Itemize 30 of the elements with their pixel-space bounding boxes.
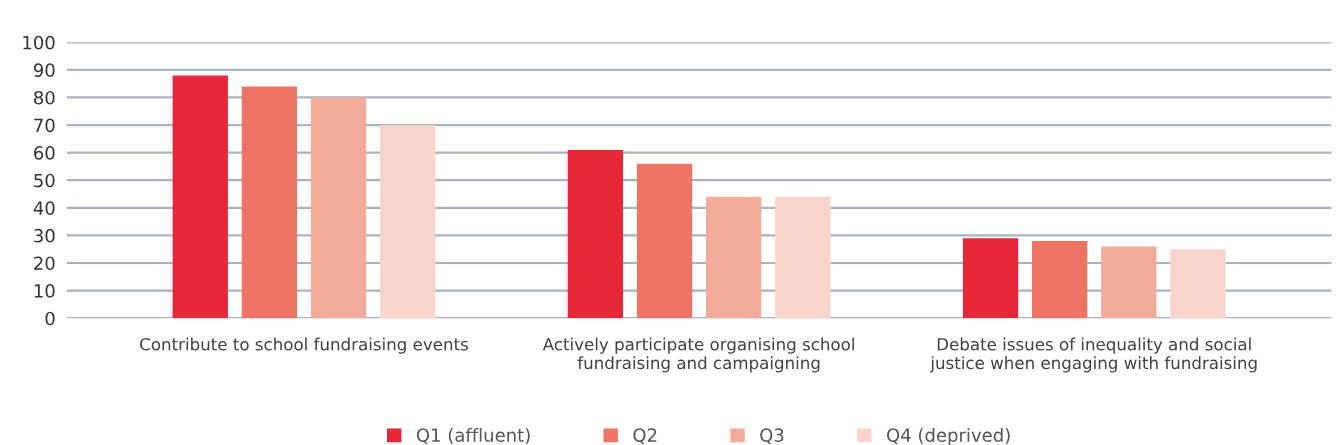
legend-label: Q3 [760, 428, 784, 444]
legend-label: Q2 [633, 428, 657, 444]
x-tick-label: Actively participate organising school fundraising and campaigning [542, 337, 854, 373]
y-tick-label: 40 [33, 201, 55, 215]
bar [172, 75, 228, 319]
bar [706, 196, 762, 319]
legend-label: Q1 (affluent) [416, 427, 530, 445]
bar [1032, 240, 1088, 319]
bar [1101, 246, 1157, 319]
bar [310, 97, 367, 319]
x-tick-label: Debate issues of inequality and social justice when engaging with fundraising [930, 337, 1257, 373]
y-tick-label: 20 [34, 256, 55, 271]
bar [636, 163, 693, 319]
bar [775, 196, 831, 319]
bar [1170, 249, 1226, 319]
bar [962, 238, 1019, 319]
bar [241, 86, 298, 319]
y-tick-label: 70 [34, 118, 55, 133]
y-tick-label: 10 [34, 284, 55, 298]
x-tick-label: Contribute to school fundraising events [140, 337, 468, 354]
bar [380, 125, 436, 319]
y-tick-label: 50 [34, 173, 55, 188]
y-tick-label: 0 [45, 311, 55, 326]
y-tick-label: 30 [34, 228, 55, 243]
y-tick-label: 90 [33, 63, 55, 77]
y-tick-label: 60 [34, 146, 55, 160]
bar [567, 149, 624, 319]
y-tick-label: 100 [23, 35, 55, 50]
legend-label: Q4 (deprived) [887, 427, 1010, 445]
y-tick-label: 80 [34, 90, 55, 105]
